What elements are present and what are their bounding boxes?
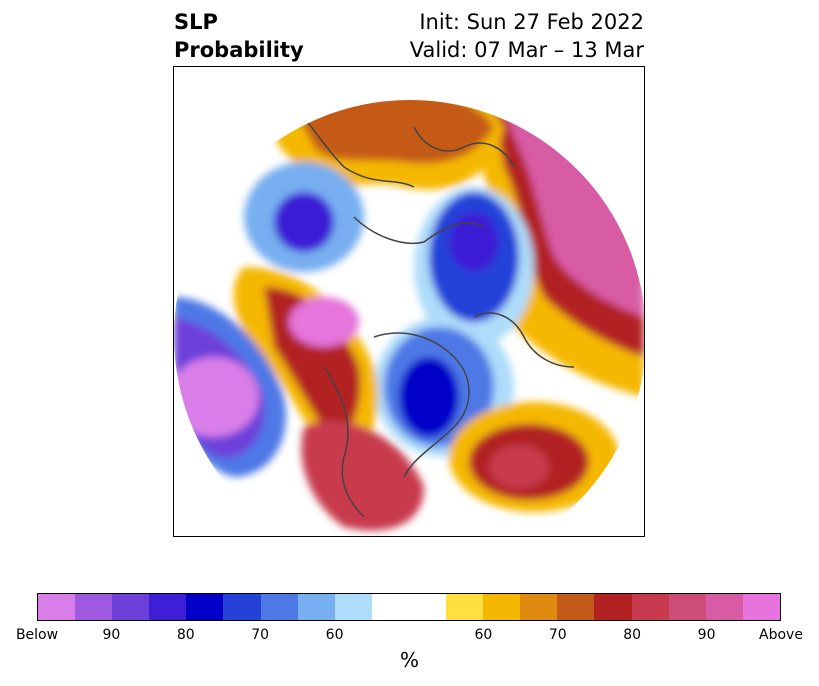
colorbar-bin [742,594,780,620]
colorbar-tick-label: 80 [176,627,195,643]
colorbar-tick-label: Below [15,627,59,643]
colorbar-bin [75,594,113,620]
colorbar-bin [334,594,372,620]
colorbar-bin [446,594,484,620]
colorbar-tick-label: 70 [548,627,567,643]
colorbar-tick-label: 60 [325,627,344,643]
europe-above-core [294,100,494,164]
colorbar-bin [520,594,558,620]
canada-above-max [289,297,359,347]
colorbar-bin [112,594,150,620]
colorbar-bin [705,594,743,620]
atlantic-above-max [489,445,549,489]
greenland-below-core [274,192,334,252]
colorbar-tick-label: 90 [102,627,121,643]
colorbar-bin [594,594,632,620]
colorbar-tick-label: Above [759,627,803,643]
kara-below-core [449,212,499,272]
hudson-below-core [399,357,459,437]
probability-map [174,100,644,536]
colorbar-tick-label: 80 [623,627,642,643]
colorbar-tick-label: 70 [251,627,270,643]
title-right: Init: Sun 27 Feb 2022 Valid: 07 Mar – 13… [410,8,644,64]
colorbar-tick-label: 60 [474,627,493,643]
canada-above-core [264,287,361,442]
init-date: Init: Sun 27 Feb 2022 [419,10,644,34]
colorbar-bin [631,594,669,620]
usa-above-region [301,420,424,531]
pacific-below-core [174,357,259,437]
colorbar-bin [297,594,335,620]
variable-title: SLP [174,10,218,34]
colorbar-bin [38,594,76,620]
colorbar-bin [223,594,261,620]
colorbar-bin [483,594,521,620]
colorbar-ticks: Below 90 80 70 60 60 70 80 90 Above [16,627,803,647]
colorbar-bin [557,594,595,620]
colorbar-bin [149,594,187,620]
colorbar-bin [186,594,224,620]
colorbar-tick-label: 90 [697,627,716,643]
map-panel [173,66,645,537]
colorbar-bin [260,594,298,620]
colorbar-bin [371,594,409,620]
valid-range: Valid: 07 Mar – 13 Mar [409,38,644,62]
colorbar-label: % [399,648,419,672]
probability-field [174,100,644,536]
colorbar-bin [668,594,706,620]
colorbar [37,593,781,621]
title-left: SLP Probability [174,8,304,64]
product-title: Probability [174,38,304,62]
colorbar-bin [408,594,447,620]
coastlines [293,106,615,518]
